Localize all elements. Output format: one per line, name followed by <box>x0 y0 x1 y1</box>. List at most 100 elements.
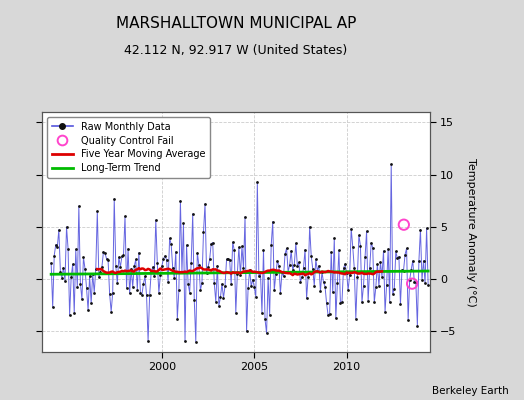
Point <box>167 241 176 248</box>
Point <box>422 225 431 231</box>
Point <box>414 258 423 264</box>
Point <box>113 280 122 286</box>
Point <box>162 256 171 263</box>
Point <box>373 261 381 267</box>
Point <box>387 161 396 167</box>
Point <box>327 249 335 255</box>
Point <box>313 268 322 274</box>
Point <box>107 308 115 315</box>
Point <box>370 299 378 306</box>
Point <box>332 315 340 321</box>
Point <box>130 263 138 270</box>
Point <box>287 248 296 254</box>
Point <box>293 262 301 269</box>
Point <box>193 249 202 256</box>
Point <box>386 299 394 306</box>
Point <box>384 246 392 252</box>
Point <box>198 280 206 286</box>
Point <box>247 283 255 289</box>
Point <box>133 286 141 293</box>
Point <box>119 252 128 258</box>
Point <box>404 317 412 323</box>
Point <box>79 254 88 260</box>
Point <box>74 203 83 209</box>
Point <box>338 298 346 305</box>
Point <box>81 266 89 272</box>
Point <box>110 196 118 202</box>
Point <box>136 290 145 296</box>
Point <box>112 263 120 269</box>
Point <box>266 312 274 318</box>
Point <box>378 274 386 280</box>
Point <box>146 292 154 298</box>
Point <box>324 312 332 319</box>
Text: MARSHALLTOWN MUNICIPAL AP: MARSHALLTOWN MUNICIPAL AP <box>116 16 356 31</box>
Point <box>159 256 168 262</box>
Point <box>263 330 271 336</box>
Point <box>364 298 373 305</box>
Point <box>271 271 280 278</box>
Point <box>95 274 103 281</box>
Point <box>185 289 194 296</box>
Text: 42.112 N, 92.917 W (United States): 42.112 N, 92.917 W (United States) <box>124 44 347 57</box>
Point <box>361 254 369 260</box>
Point <box>413 323 422 329</box>
Point <box>220 295 228 301</box>
Point <box>199 229 208 235</box>
Point <box>248 276 257 283</box>
Point <box>390 286 398 292</box>
Point <box>367 240 375 246</box>
Point <box>116 264 125 270</box>
Point <box>123 284 131 291</box>
Point <box>276 290 285 296</box>
Point <box>355 232 363 238</box>
Point <box>250 284 258 290</box>
Point <box>187 260 195 266</box>
Point <box>139 280 148 287</box>
Point <box>51 242 60 248</box>
Point <box>267 242 276 248</box>
Point <box>321 283 329 290</box>
Point <box>261 316 269 322</box>
Point <box>315 262 323 269</box>
Point <box>115 254 123 260</box>
Point <box>232 309 240 316</box>
Point <box>282 245 291 252</box>
Point <box>96 268 105 275</box>
Point <box>424 282 432 288</box>
Point <box>224 255 232 262</box>
Point <box>258 310 266 316</box>
Point <box>128 284 137 290</box>
Point <box>164 279 172 285</box>
Point <box>99 249 107 255</box>
Point <box>342 270 351 276</box>
Point <box>421 280 429 287</box>
Point <box>309 266 317 272</box>
Point <box>356 242 365 249</box>
Point <box>348 244 357 250</box>
Point <box>82 285 91 292</box>
Point <box>64 246 72 252</box>
Point <box>84 307 92 314</box>
Point <box>89 271 97 277</box>
Point <box>54 226 63 233</box>
Point <box>310 282 319 289</box>
Point <box>87 300 95 306</box>
Point <box>222 256 231 263</box>
Point <box>233 271 242 277</box>
Point <box>102 256 111 262</box>
Point <box>121 213 129 220</box>
Point <box>298 274 306 280</box>
Point <box>118 253 126 260</box>
Point <box>389 290 397 297</box>
Point <box>143 292 151 299</box>
Point <box>395 253 403 260</box>
Point <box>304 274 312 280</box>
Point <box>270 287 278 294</box>
Point <box>383 282 391 288</box>
Point <box>209 239 217 246</box>
Point <box>179 220 188 227</box>
Point <box>50 252 58 259</box>
Point <box>101 250 109 256</box>
Point <box>330 235 339 241</box>
